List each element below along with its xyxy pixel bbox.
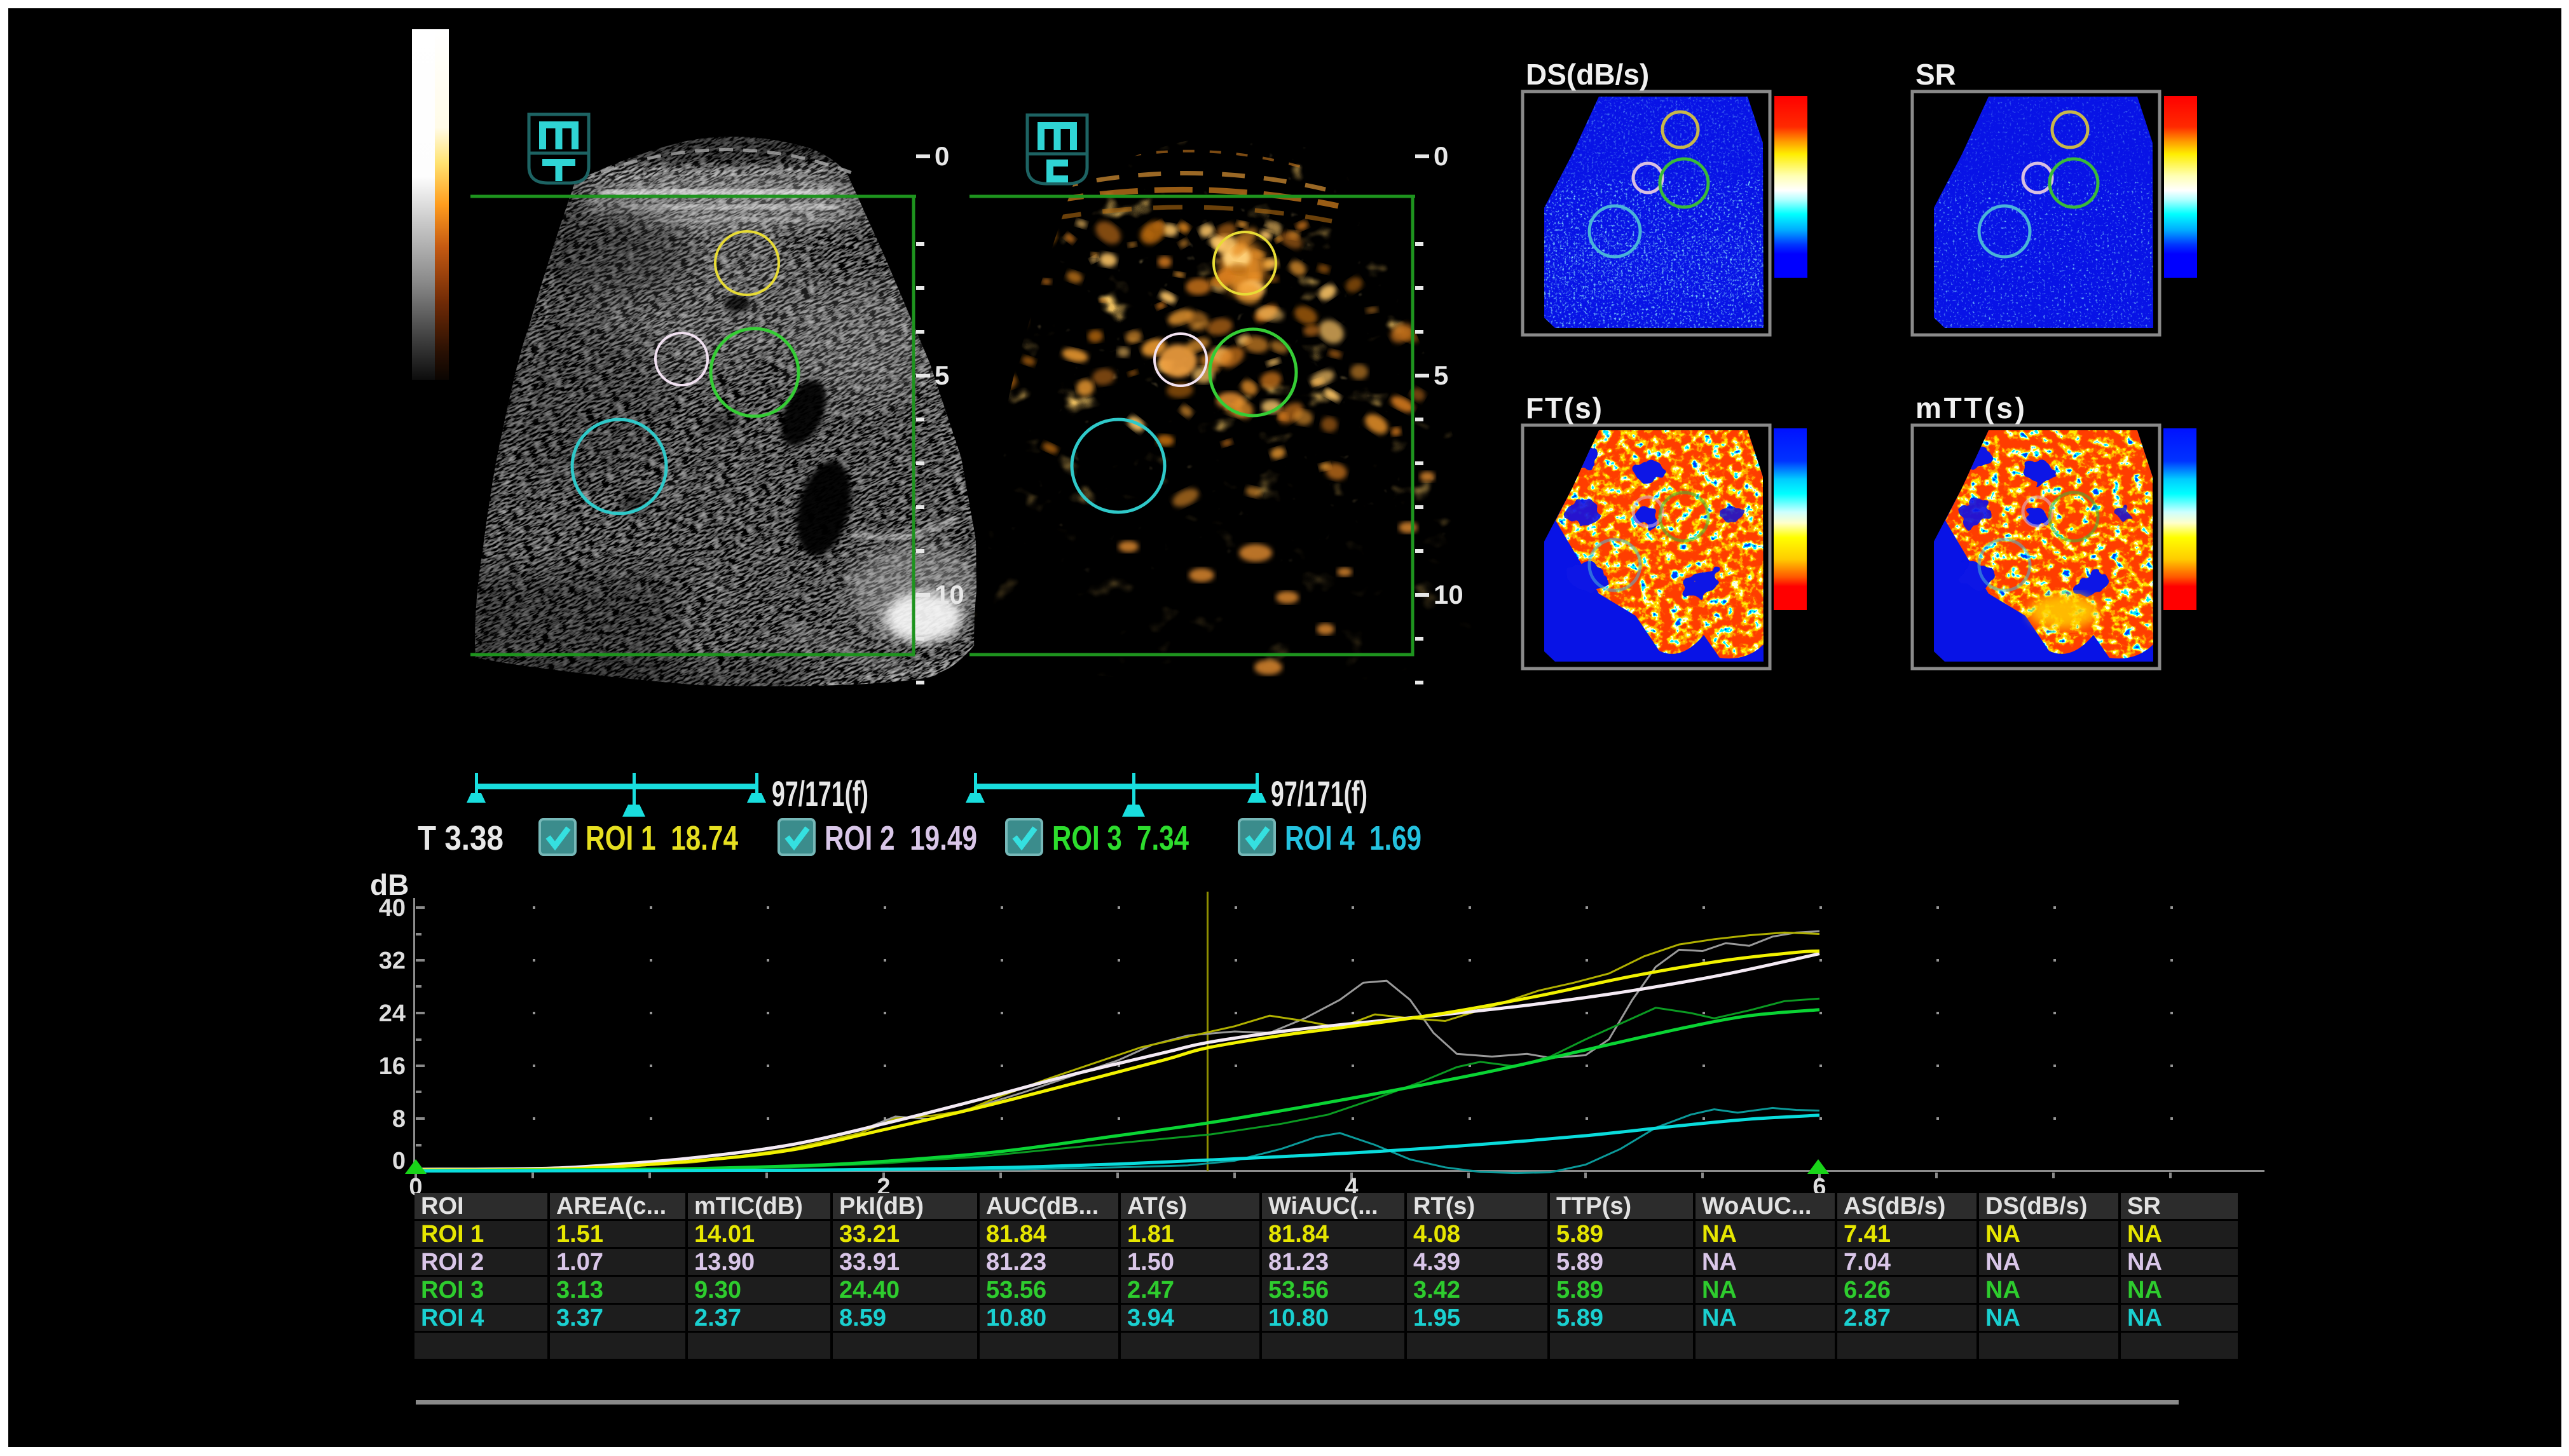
svg-text:33.21: 33.21	[839, 1221, 900, 1248]
svg-text:dB: dB	[370, 868, 409, 901]
svg-text:PkI(dB): PkI(dB)	[839, 1193, 924, 1220]
svg-text:9.30: 9.30	[694, 1277, 741, 1303]
svg-text:0: 0	[1434, 141, 1448, 171]
svg-text:NA: NA	[2127, 1249, 2162, 1276]
svg-text:1.51: 1.51	[556, 1221, 603, 1248]
svg-text:NA: NA	[1985, 1249, 2020, 1276]
svg-text:5.89: 5.89	[1556, 1305, 1603, 1331]
svg-text:13.90: 13.90	[694, 1249, 755, 1276]
svg-text:8: 8	[392, 1106, 406, 1133]
svg-text:3.37: 3.37	[556, 1305, 603, 1331]
svg-text:81.84: 81.84	[986, 1221, 1046, 1248]
svg-text:ROI 4 1.69: ROI 4 1.69	[1285, 819, 1422, 857]
svg-text:1.81: 1.81	[1127, 1221, 1174, 1248]
svg-text:4.39: 4.39	[1413, 1249, 1460, 1276]
svg-text:NA: NA	[1985, 1221, 2020, 1248]
svg-text:10.80: 10.80	[1268, 1305, 1329, 1331]
svg-text:3.13: 3.13	[556, 1277, 603, 1303]
svg-text:6.26: 6.26	[1844, 1277, 1891, 1303]
svg-text:5: 5	[935, 360, 949, 390]
svg-text:mTT(s): mTT(s)	[1915, 391, 2025, 425]
svg-text:ROI 2: ROI 2	[421, 1249, 484, 1276]
svg-text:SR: SR	[2127, 1193, 2161, 1220]
svg-text:ROI: ROI	[421, 1193, 464, 1220]
svg-text:5: 5	[1434, 360, 1448, 390]
svg-text:RT(s): RT(s)	[1413, 1193, 1475, 1220]
svg-text:40: 40	[379, 895, 406, 922]
svg-text:ROI 1: ROI 1	[421, 1221, 484, 1248]
svg-text:5.89: 5.89	[1556, 1221, 1603, 1248]
svg-text:33.91: 33.91	[839, 1249, 900, 1276]
svg-text:97/171(f): 97/171(f)	[1271, 773, 1367, 813]
svg-text:97/171(f): 97/171(f)	[772, 773, 868, 813]
svg-text:1.07: 1.07	[556, 1249, 603, 1276]
svg-text:NA: NA	[1985, 1305, 2020, 1331]
svg-text:24: 24	[379, 1000, 406, 1027]
svg-text:81.23: 81.23	[986, 1249, 1046, 1276]
svg-text:AS(dB/s): AS(dB/s)	[1844, 1193, 1945, 1220]
svg-text:AT(s): AT(s)	[1127, 1193, 1187, 1220]
svg-text:AUC(dB...: AUC(dB...	[986, 1193, 1099, 1220]
svg-text:NA: NA	[2127, 1221, 2162, 1248]
svg-text:7.04: 7.04	[1844, 1249, 1891, 1276]
svg-text:ROI 3: ROI 3	[421, 1277, 484, 1303]
svg-text:NA: NA	[1702, 1305, 1737, 1331]
svg-text:10.80: 10.80	[986, 1305, 1046, 1331]
svg-text:1.95: 1.95	[1413, 1305, 1460, 1331]
svg-text:DS(dB/s): DS(dB/s)	[1985, 1193, 2087, 1220]
svg-text:2.37: 2.37	[694, 1305, 741, 1331]
svg-text:3.42: 3.42	[1413, 1277, 1460, 1303]
svg-text:FT(s): FT(s)	[1526, 391, 1602, 425]
svg-text:53.56: 53.56	[986, 1277, 1046, 1303]
svg-text:10: 10	[1434, 580, 1463, 609]
svg-text:WoAUC...: WoAUC...	[1702, 1193, 1811, 1220]
svg-text:AREA(c...: AREA(c...	[556, 1193, 666, 1220]
svg-text:NA: NA	[1985, 1277, 2020, 1303]
svg-text:24.40: 24.40	[839, 1277, 900, 1303]
svg-text:14.01: 14.01	[694, 1221, 755, 1248]
svg-text:4.08: 4.08	[1413, 1221, 1460, 1248]
svg-text:DS(dB/s): DS(dB/s)	[1526, 58, 1649, 91]
svg-text:T 3.38: T 3.38	[418, 819, 504, 857]
svg-text:NA: NA	[2127, 1305, 2162, 1331]
svg-text:5.89: 5.89	[1556, 1249, 1603, 1276]
svg-text:ROI 1 18.74: ROI 1 18.74	[586, 819, 738, 857]
svg-text:10: 10	[935, 580, 964, 609]
svg-text:2.47: 2.47	[1127, 1277, 1174, 1303]
svg-text:2.87: 2.87	[1844, 1305, 1891, 1331]
svg-text:32: 32	[379, 948, 406, 974]
svg-text:WiAUC(...: WiAUC(...	[1268, 1193, 1378, 1220]
svg-text:NA: NA	[1702, 1249, 1737, 1276]
svg-text:ROI 2 19.49: ROI 2 19.49	[825, 819, 977, 857]
svg-text:7.41: 7.41	[1844, 1221, 1891, 1248]
svg-text:SR: SR	[1915, 58, 1956, 91]
svg-text:81.84: 81.84	[1268, 1221, 1329, 1248]
svg-text:8.59: 8.59	[839, 1305, 886, 1331]
svg-text:ROI 3 7.34: ROI 3 7.34	[1052, 819, 1189, 857]
svg-text:NA: NA	[1702, 1221, 1737, 1248]
svg-text:NA: NA	[2127, 1277, 2162, 1303]
svg-text:ROI 4: ROI 4	[421, 1305, 484, 1331]
svg-text:3.94: 3.94	[1127, 1305, 1174, 1331]
svg-text:1.50: 1.50	[1127, 1249, 1174, 1276]
svg-text:5.89: 5.89	[1556, 1277, 1603, 1303]
svg-text:53.56: 53.56	[1268, 1277, 1329, 1303]
svg-text:0: 0	[935, 141, 949, 171]
svg-text:NA: NA	[1702, 1277, 1737, 1303]
svg-text:mTIC(dB): mTIC(dB)	[694, 1193, 803, 1220]
svg-text:TTP(s): TTP(s)	[1556, 1193, 1631, 1220]
svg-text:0: 0	[392, 1148, 406, 1174]
svg-text:81.23: 81.23	[1268, 1249, 1329, 1276]
svg-text:16: 16	[379, 1053, 406, 1080]
